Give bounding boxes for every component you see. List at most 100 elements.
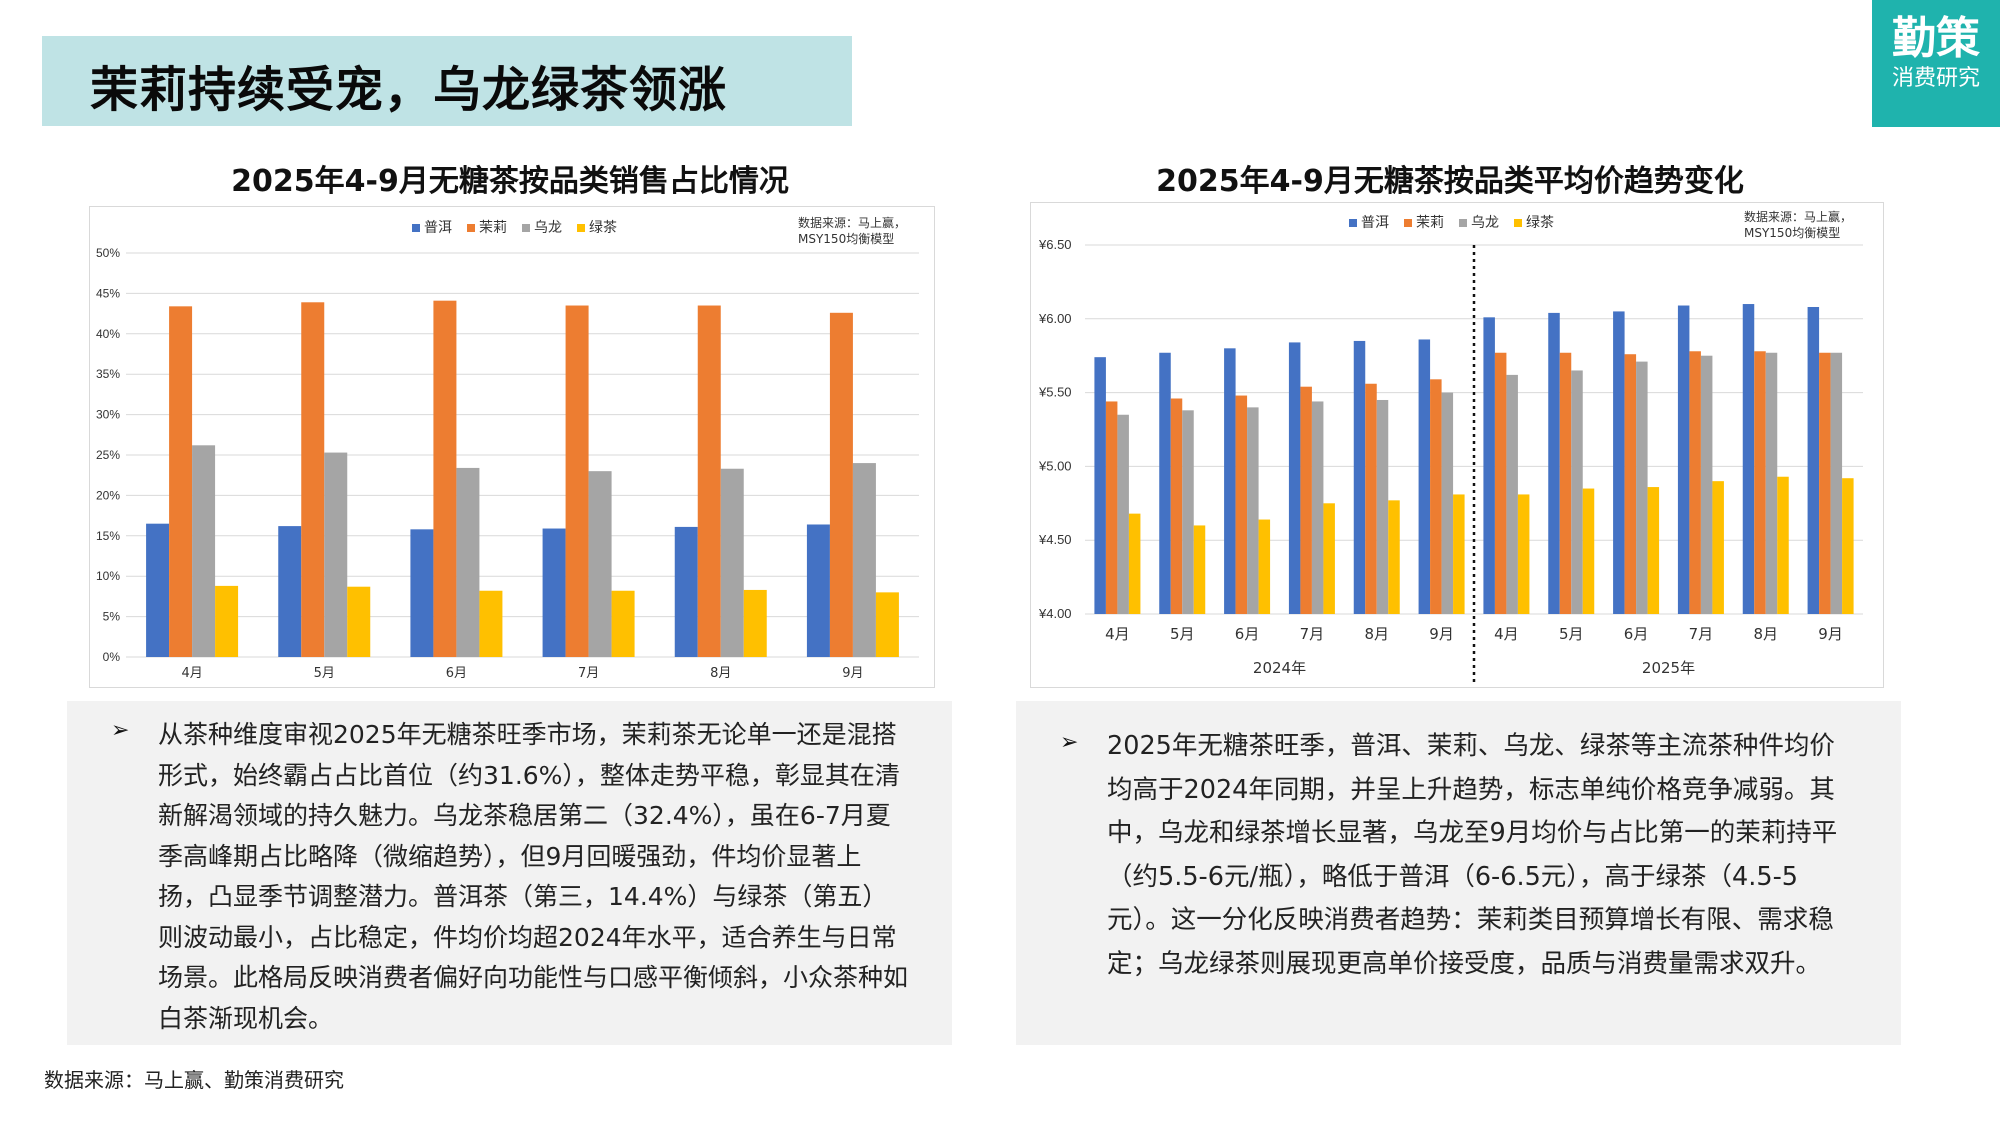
x-tick-label: 4月 [181,666,202,681]
page-title: 茉莉持续受宠，乌龙绿茶领涨 [90,62,728,118]
bar [829,312,853,657]
y-tick-label: ¥4.50 [1038,532,1072,547]
legend-label: 普洱 [1361,215,1389,231]
bar [456,467,480,657]
x-tick-label: 9月 [1818,625,1843,643]
bar [542,528,566,657]
right-chart-frame: ¥4.00 ¥4.50 ¥5.00 ¥5.50 ¥6.00 ¥6.50 4月 5月 6月 7月 8月… [1030,202,1884,688]
x-tick-label: 9月 [842,666,863,681]
bar [1094,357,1106,614]
legend-label: 绿茶 [589,220,617,236]
bar [1624,354,1637,614]
x-tick-label: 6月 [446,666,467,681]
legend-label: 茉莉 [479,219,507,236]
bar [1235,395,1248,614]
y-tick-label: 35% [96,367,120,381]
bar [1483,317,1495,614]
x-tick-label: 4月 [1494,625,1519,643]
legend-swatch [1514,219,1522,227]
bar [1842,478,1854,614]
bar [588,471,612,657]
y-tick-label: ¥6.00 [1038,311,1072,326]
y-tick-label: 40% [96,327,120,341]
right-analysis-text: 2025年无糖茶旺季，普洱、茉莉、乌龙、绿茶等主流茶种件均价均高于2024年同期… [1107,731,1838,979]
legend-label: 绿茶 [1526,215,1554,231]
bar [215,585,239,657]
x-tick-label: 4月 [1105,625,1130,643]
bar [1224,348,1236,614]
share-bar-chart: 0% 5% 10% 15% 20% 25% 30% 35% 40% 45% 50% 4月 5月 6月 7月 8… [96,215,919,681]
source-note: 数据来源：马上赢， [798,215,906,230]
bar [433,300,457,657]
bar [410,529,434,657]
bar [169,306,193,657]
x-tick-label: 7月 [1689,625,1714,643]
x-tick-label: 6月 [1624,625,1649,643]
bar [1441,392,1454,614]
bar [674,526,698,657]
x-tick-label: 5月 [1559,625,1584,643]
bar [1754,351,1766,614]
bar [1288,342,1301,614]
bar [1677,305,1690,614]
left-analysis-text: 从茶种维度审视2025年无糖茶旺季市场，茉莉茶无论单一还是混搭形式，始终霸占占比… [158,720,909,1033]
bar [192,445,216,657]
bar [1365,383,1377,614]
left-chart-frame: 0% 5% 10% 15% 20% 25% 30% 35% 40% 45% 50% 4月 5月 6月 7月 8… [89,206,935,688]
bar [1571,370,1583,614]
left-text-box: ➢ 从茶种维度审视2025年无糖茶旺季市场，茉莉茶无论单一还是混搭形式，始终霸占… [67,701,952,1045]
x-tick-label: 5月 [314,666,335,681]
x-tick-label: 5月 [1170,625,1195,643]
y-tick-label: 15% [96,529,120,543]
brand-subtitle: 消费研究 [1891,66,1980,91]
bar [1765,352,1778,614]
source-note: MSY150均衡模型 [1744,226,1840,240]
bullet-arrow-icon: ➢ [111,718,130,743]
bar [1636,361,1648,614]
bar [697,305,721,657]
bar [1247,407,1259,614]
bar [1689,351,1701,614]
bar [1712,481,1724,614]
y-tick-label: ¥5.50 [1038,385,1072,400]
legend-swatch [1404,219,1412,227]
x-tick-label: 8月 [710,666,731,681]
bar [1159,352,1171,614]
bar [611,590,635,657]
brand-name: 勤策 [1892,13,1980,64]
bar [1647,487,1660,614]
bar [1258,519,1271,614]
legend-swatch [1459,219,1467,227]
x-tick-label: 8月 [1364,625,1389,643]
y-tick-label: 5% [103,610,121,624]
bar [1128,513,1141,614]
price-bar-chart: ¥4.00 ¥4.50 ¥5.00 ¥5.50 ¥6.00 ¥6.50 4月 5月 6月 7月 8月… [1038,209,1863,684]
bar [1453,494,1465,614]
bar [324,452,348,657]
right-text-box: ➢ 2025年无糖茶旺季，普洱、茉莉、乌龙、绿茶等主流茶种件均价均高于2024年… [1016,701,1901,1045]
bar [1494,352,1507,614]
bar [1582,488,1595,614]
y-tick-label: 50% [96,246,120,260]
bar [1105,401,1118,614]
source-note: MSY150均衡模型 [798,232,894,246]
y-tick-label: 20% [96,488,120,502]
bar [1430,379,1442,614]
bar [479,590,503,657]
bar [1819,352,1831,614]
bar [1830,352,1843,614]
year-group-label: 2024年 [1253,659,1306,677]
bar [1418,339,1431,614]
year-group-label: 2025年 [1642,659,1695,677]
x-tick-label: 6月 [1235,625,1260,643]
bar [806,524,830,657]
legend-swatch [412,224,420,232]
bar [1742,304,1755,614]
data-source-footer: 数据来源：马上赢、勤策消费研究 [44,1068,344,1092]
legend-swatch [522,224,530,232]
bar [720,468,744,657]
x-tick-label: 8月 [1753,625,1778,643]
bar [1807,306,1820,614]
left-chart-title: 2025年4-9月无糖茶按品类销售占比情况 [231,164,789,199]
legend-label: 普洱 [424,220,452,236]
